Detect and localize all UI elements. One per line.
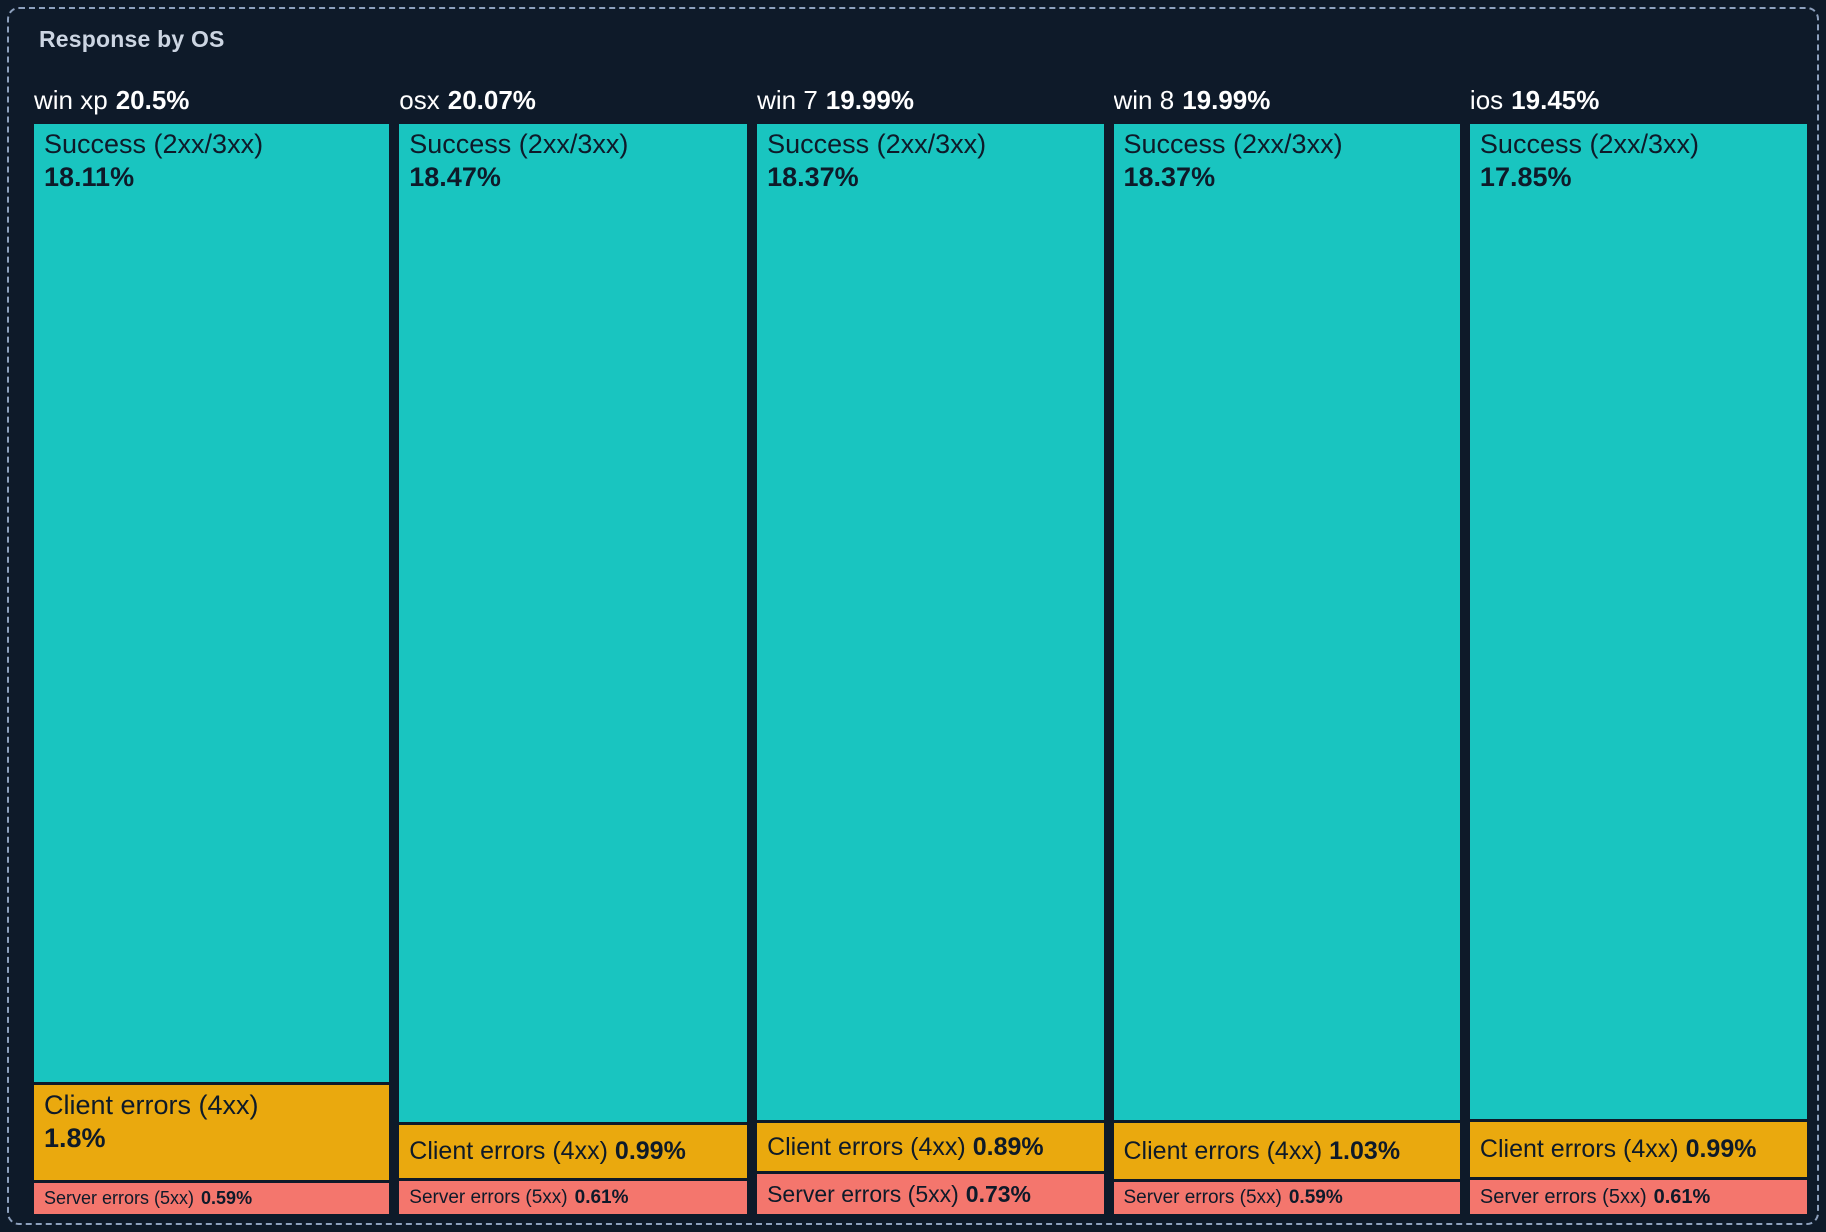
segment-win-xp-server-errors[interactable]: Server errors (5xx) 0.59% xyxy=(34,1182,390,1215)
segment-win-xp-client-errors[interactable]: Client errors (4xx) 1.8% xyxy=(34,1084,390,1180)
segment-label: Client errors (4xx) xyxy=(1479,1134,1679,1163)
segment-win-xp-success[interactable]: Success (2xx/3xx) 18.11% xyxy=(34,124,390,1082)
os-column-osx: osx 20.07% Success (2xx/3xx) 18.47% Clien… xyxy=(399,85,748,1214)
os-column-stack: Success (2xx/3xx) 18.11% Client errors (… xyxy=(34,124,390,1215)
segment-text: Success (2xx/3xx) 18.11% xyxy=(34,124,389,1082)
segment-ios-client-errors[interactable]: Client errors (4xx) 0.99% xyxy=(1469,1121,1807,1177)
segment-text: Server errors (5xx) 0.61% xyxy=(1470,1180,1807,1214)
os-column-stack: Success (2xx/3xx) 18.37% Client errors (… xyxy=(757,124,1104,1214)
segment-text: Success (2xx/3xx) 18.47% xyxy=(399,124,747,1122)
segment-value: 18.11% xyxy=(44,162,135,192)
os-total-percent: 20.5% xyxy=(115,85,190,115)
os-name: win 8 xyxy=(1113,85,1175,115)
segment-value: 18.47% xyxy=(409,162,501,192)
os-name: ios xyxy=(1469,85,1504,115)
os-header-win-xp[interactable]: win xp 20.5% xyxy=(34,85,389,124)
os-column-win-xp: win xp 20.5% Success (2xx/3xx) 18.11% Cli… xyxy=(34,85,390,1215)
segment-win-8-success[interactable]: Success (2xx/3xx) 18.37% xyxy=(1113,124,1460,1121)
segment-value: 0.61% xyxy=(1653,1185,1711,1208)
segment-text: Client errors (4xx) 1.8% xyxy=(34,1085,389,1180)
os-total-percent: 20.07% xyxy=(447,85,536,115)
os-header-ios[interactable]: ios 19.45% xyxy=(1470,85,1807,124)
segment-label: Client errors (4xx) xyxy=(1123,1136,1323,1165)
segment-value: 0.89% xyxy=(972,1132,1044,1161)
segment-text: Server errors (5xx) 0.59% xyxy=(1114,1182,1460,1214)
segment-text: Client errors (4xx) 0.99% xyxy=(1470,1122,1807,1177)
segment-label: Server errors (5xx) xyxy=(767,1180,959,1207)
segment-label: Success (2xx/3xx) xyxy=(1479,129,1699,159)
os-column-stack: Success (2xx/3xx) 17.85% Client errors (… xyxy=(1469,124,1807,1214)
segment-value: 0.99% xyxy=(1685,1134,1757,1163)
segment-text: Server errors (5xx) 0.59% xyxy=(34,1183,389,1214)
segment-osx-client-errors[interactable]: Client errors (4xx) 0.99% xyxy=(399,1124,748,1179)
os-column-stack: Success (2xx/3xx) 18.37% Client errors (… xyxy=(1113,124,1460,1215)
segment-value: 18.37% xyxy=(1123,162,1216,192)
os-header-win-7[interactable]: win 7 19.99% xyxy=(757,85,1103,124)
segment-label: Client errors (4xx) xyxy=(44,1089,259,1120)
segment-win-8-client-errors[interactable]: Client errors (4xx) 1.03% xyxy=(1113,1123,1460,1180)
segment-label: Client errors (4xx) xyxy=(767,1132,966,1161)
os-header-osx[interactable]: osx 20.07% xyxy=(399,85,747,124)
segment-text: Server errors (5xx) 0.61% xyxy=(399,1181,747,1214)
os-column-win-8: win 8 19.99% Success (2xx/3xx) 18.37% Cli… xyxy=(1113,85,1460,1215)
segment-value: 0.99% xyxy=(614,1136,686,1165)
segment-label: Success (2xx/3xx) xyxy=(767,129,987,159)
os-column-win-7: win 7 19.99% Success (2xx/3xx) 18.37% Cli… xyxy=(757,85,1104,1214)
segment-text: Success (2xx/3xx) 18.37% xyxy=(1114,124,1460,1120)
os-name: win xp xyxy=(34,85,108,115)
segment-win-7-client-errors[interactable]: Client errors (4xx) 0.89% xyxy=(757,1123,1104,1172)
segment-ios-server-errors[interactable]: Server errors (5xx) 0.61% xyxy=(1469,1180,1807,1214)
segment-label: Client errors (4xx) xyxy=(409,1136,608,1165)
segment-win-7-server-errors[interactable]: Server errors (5xx) 0.73% xyxy=(757,1174,1104,1214)
segment-label: Server errors (5xx) xyxy=(1479,1185,1647,1208)
panel-title: Response by OS xyxy=(39,26,225,52)
segment-win-7-success[interactable]: Success (2xx/3xx) 18.37% xyxy=(757,124,1104,1121)
segment-osx-server-errors[interactable]: Server errors (5xx) 0.61% xyxy=(399,1181,748,1214)
segment-ios-success[interactable]: Success (2xx/3xx) 17.85% xyxy=(1469,124,1807,1119)
segment-text: Client errors (4xx) 0.89% xyxy=(757,1123,1103,1171)
response-by-os-panel: Response by OS win xp 20.5% Success (2xx/… xyxy=(7,7,1819,1225)
segment-value: 17.85% xyxy=(1479,162,1572,192)
os-name: osx xyxy=(399,85,440,115)
segment-value: 18.37% xyxy=(767,162,859,192)
segment-value: 1.03% xyxy=(1329,1136,1401,1165)
segment-text: Client errors (4xx) 0.99% xyxy=(399,1125,747,1178)
segment-text: Success (2xx/3xx) 17.85% xyxy=(1470,124,1807,1119)
segment-value: 1.8% xyxy=(44,1122,106,1153)
segment-value: 0.59% xyxy=(1288,1187,1343,1209)
segment-text: Server errors (5xx) 0.73% xyxy=(757,1174,1103,1214)
segment-label: Success (2xx/3xx) xyxy=(1123,129,1343,159)
os-column-ios: ios 19.45% Success (2xx/3xx) 17.85% Clien… xyxy=(1469,85,1807,1214)
os-column-stack: Success (2xx/3xx) 18.47% Client errors (… xyxy=(399,124,748,1214)
os-name: win 7 xyxy=(757,85,818,115)
os-header-win-8[interactable]: win 8 19.99% xyxy=(1114,85,1460,124)
segment-label: Server errors (5xx) xyxy=(1123,1187,1282,1209)
segment-win-8-server-errors[interactable]: Server errors (5xx) 0.59% xyxy=(1113,1182,1460,1215)
os-total-percent: 19.99% xyxy=(825,85,914,115)
segment-osx-success[interactable]: Success (2xx/3xx) 18.47% xyxy=(399,124,748,1122)
treemap-chart: win xp 20.5% Success (2xx/3xx) 18.11% Cli… xyxy=(34,85,1807,1215)
segment-value: 0.59% xyxy=(201,1187,253,1208)
os-total-percent: 19.99% xyxy=(1182,85,1271,115)
segment-label: Server errors (5xx) xyxy=(409,1186,568,1208)
segment-label: Server errors (5xx) xyxy=(44,1187,195,1208)
segment-label: Success (2xx/3xx) xyxy=(44,129,264,159)
os-total-percent: 19.45% xyxy=(1511,85,1600,115)
segment-value: 0.73% xyxy=(965,1180,1031,1207)
segment-label: Success (2xx/3xx) xyxy=(409,129,629,159)
segment-text: Success (2xx/3xx) 18.37% xyxy=(757,124,1103,1120)
segment-value: 0.61% xyxy=(574,1186,629,1208)
segment-text: Client errors (4xx) 1.03% xyxy=(1114,1123,1460,1179)
